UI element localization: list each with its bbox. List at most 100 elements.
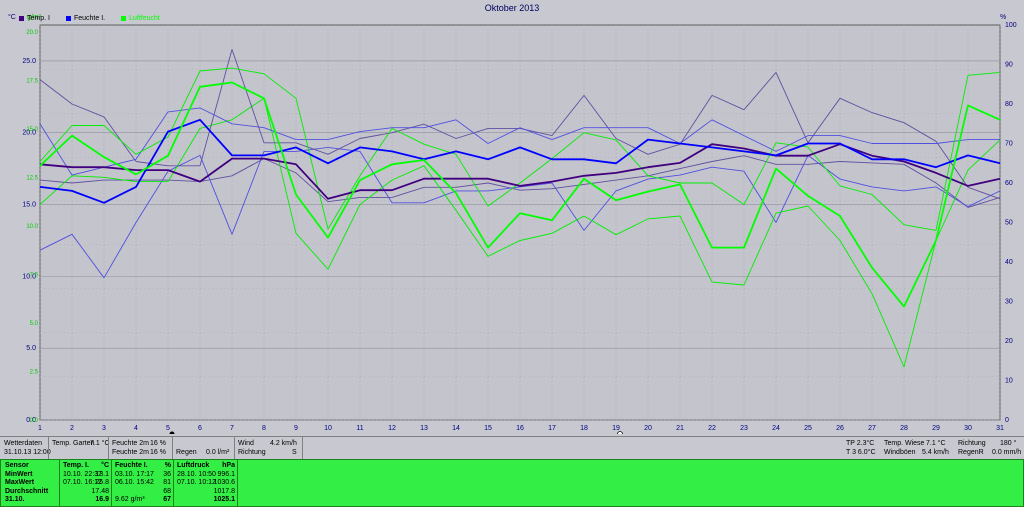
y-tick-label-right: 60 <box>1005 180 1013 187</box>
x-tick-label: 14 <box>452 425 460 432</box>
legend-label: Feuchte I. <box>73 15 106 22</box>
richtung-label: Richtung <box>238 449 266 456</box>
row-labels: Sensor MinWert MaxWert Durchschnitt 31.1… <box>5 462 48 505</box>
y-tick-label-green: 20.0 <box>26 30 38 36</box>
cell: 1025.1 <box>213 496 235 503</box>
divider <box>302 437 303 459</box>
regen-label: Regen <box>176 449 197 456</box>
y-tick-label-green: 5.0 <box>30 321 39 327</box>
luft-header: Luftdruck <box>177 462 210 469</box>
x-tick-label: 13 <box>420 425 428 432</box>
cell: 16:12 <box>84 479 102 486</box>
cell: 1017.8 <box>213 487 235 495</box>
divider <box>172 437 173 459</box>
cell: 996.1 <box>217 470 235 478</box>
series-line-feuchte-i- <box>39 118 1001 204</box>
chart-area: 0.0 5.0 10.0 15.0 20.0 25.0 0.0 2.5 5.0 7.5 10.0 12… <box>8 3 1017 434</box>
divider <box>111 460 112 506</box>
time-marker-dot <box>169 431 175 434</box>
tp-label: TP 2.3°C <box>846 440 875 447</box>
cell: 17.48 <box>91 487 109 495</box>
divider <box>59 460 60 506</box>
cell: 06.10. <box>115 479 135 486</box>
feuchte-value: 16 % <box>150 440 166 447</box>
x-tick-label: 21 <box>676 425 684 432</box>
cell: 16.9 <box>95 496 109 503</box>
legend-item-luftfeucht[interactable]: Luftfeucht <box>121 15 160 22</box>
legend-swatch <box>65 16 71 21</box>
x-tick-label: 19 <box>612 425 620 432</box>
legend-label: Temp. I <box>27 15 50 22</box>
regenr-value: 0.0 mm/h <box>992 449 1022 456</box>
x-tick-label: 31 <box>996 425 1004 432</box>
x-tick-label: 11 <box>356 425 363 432</box>
x-tick-label: 8 <box>262 425 266 432</box>
statistics-panel: Sensor MinWert MaxWert Durchschnitt 31.1… <box>0 459 1024 507</box>
y-tick-label-right: 40 <box>1005 259 1013 266</box>
cell: 68 <box>163 487 171 495</box>
windboen-value: 5.4 km/h <box>922 449 949 456</box>
divider <box>48 437 49 459</box>
x-tick-label: 3 <box>102 425 106 432</box>
y-tick-label-green: 0.0 <box>30 418 39 424</box>
richtung2-label: Richtung <box>958 440 986 447</box>
x-tick-label: 24 <box>772 425 780 432</box>
y-tick-label-right: 70 <box>1005 141 1013 148</box>
row-label: MinWert <box>5 470 33 478</box>
cell: 10:12 <box>198 479 216 486</box>
y-tick-label-left: 0.0 <box>26 417 36 424</box>
temp-wiese-label: Temp. Wiese <box>884 440 925 447</box>
cell: 36 <box>163 470 171 478</box>
x-tick-label: 2 <box>70 425 74 432</box>
cell: 10.10. <box>63 470 83 478</box>
y-tick-label-green: 7.5 <box>30 273 39 279</box>
cell: 9.62 g/m³ <box>115 496 145 503</box>
richtung2-value: 180 ° <box>1000 440 1017 447</box>
plot-background <box>39 24 1001 421</box>
right-unit-label: % <box>1000 14 1007 21</box>
temp-col-dates: Temp. I. 10.10. 22:37 07.10. 16:12 <box>63 462 107 505</box>
legend: Temp. I Feuchte I. Luftfeucht <box>19 15 160 22</box>
x-tick-label: 17 <box>548 425 556 432</box>
x-tick-label: 22 <box>708 425 716 432</box>
legend-item-feuchte[interactable]: Feuchte I. <box>65 15 106 22</box>
richtung-value: S <box>292 449 297 456</box>
series-line-temp-i-max <box>39 48 1001 200</box>
left-unit-label: °C <box>8 14 16 21</box>
cell: 28.10. <box>177 470 197 478</box>
feuchte-col-dates: Feuchte I. 03.10. 17:17 06.10. 15:42 9.6… <box>115 462 165 505</box>
cell: 10:50 <box>198 470 216 478</box>
x-tick-label: 28 <box>900 425 908 432</box>
y-tick-label-green: 2.5 <box>30 370 39 376</box>
row-label: Sensor <box>5 462 29 469</box>
x-tick-label: 18 <box>580 425 588 432</box>
current-readings-bar: Wetterdaten 31.10.13 12:00 Temp. Garten … <box>0 436 1024 459</box>
cell: 15:42 <box>136 479 154 486</box>
luft-col-values: hPa 996.1 1030.6 1017.8 1025.1 <box>207 462 235 505</box>
y-tick-label-left: 5.0 <box>26 345 36 352</box>
cell: 03.10. <box>115 470 135 478</box>
temp-garten-value: 7.1 °C <box>90 440 110 447</box>
y-tick-label-right: 50 <box>1005 220 1013 227</box>
y-tick-label-right: 10 <box>1005 378 1013 385</box>
row-label: MaxWert <box>5 479 35 486</box>
temp-col-values: °C 13.1 25.8 17.48 16.9 <box>87 462 109 505</box>
y-tick-label-right: 0 <box>1005 417 1009 424</box>
feuchte-header: Feuchte I. <box>115 462 148 469</box>
x-tick-label: 20 <box>644 425 652 432</box>
legend-swatch <box>19 16 24 21</box>
y-tick-label-left: 15.0 <box>22 202 36 209</box>
y-tick-label-green: 17.5 <box>26 79 38 85</box>
legend-label: Luftfeucht <box>129 15 160 22</box>
legend-item-temp[interactable]: Temp. I <box>19 15 50 22</box>
y-tick-label-left: 25.0 <box>22 58 36 65</box>
datetime-value: 31.10.13 12:00 <box>4 449 51 456</box>
x-tick-label: 9 <box>294 425 298 432</box>
x-tick-label: 27 <box>868 425 876 432</box>
wind-value: 4.2 km/h <box>270 440 297 447</box>
divider <box>173 460 174 506</box>
cell: 81 <box>163 479 171 486</box>
row-label: Durchschnitt <box>5 487 49 495</box>
y-tick-label-right: 30 <box>1005 299 1013 306</box>
y-tick-label-green: 10.0 <box>26 224 38 230</box>
